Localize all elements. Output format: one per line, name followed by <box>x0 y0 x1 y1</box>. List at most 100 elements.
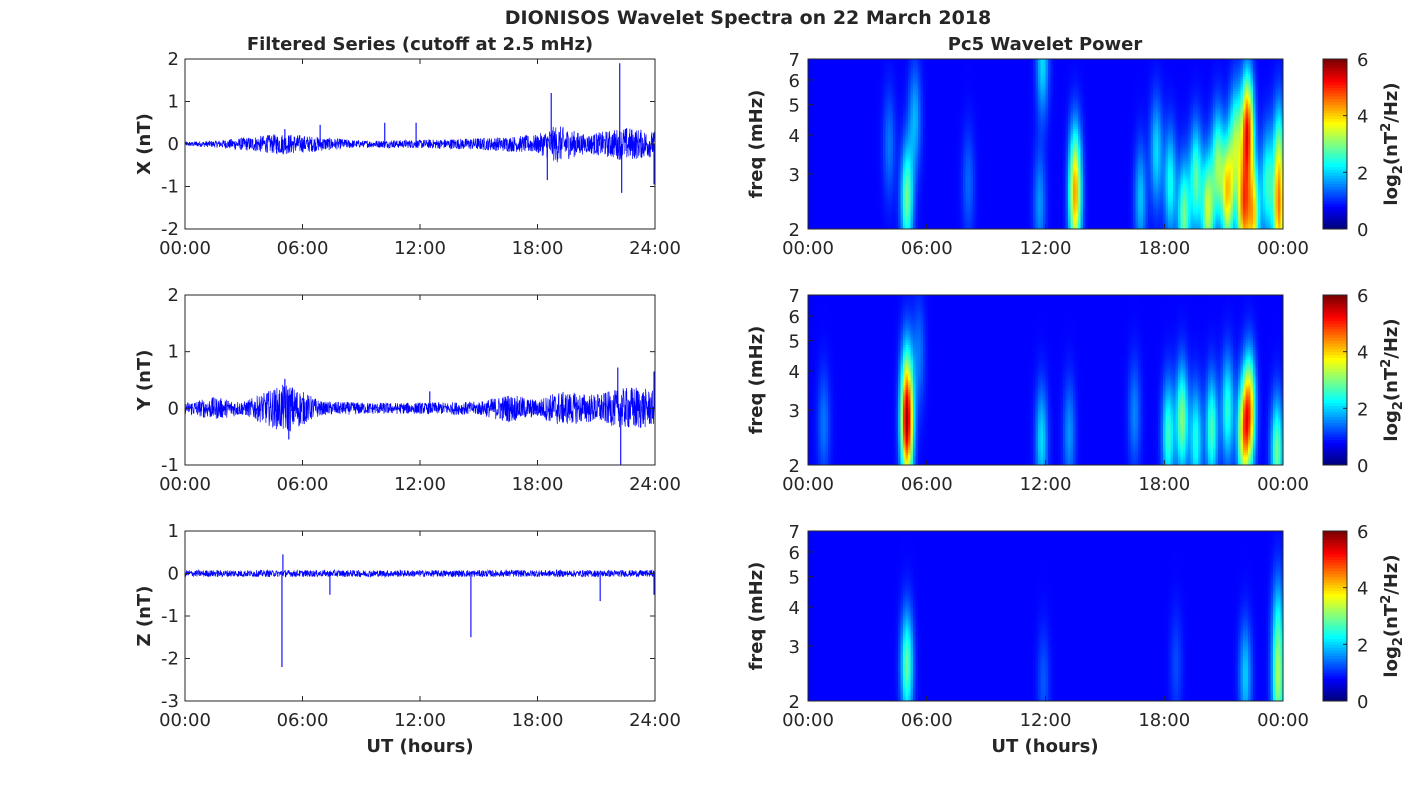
power-cell <box>1130 84 1134 87</box>
power-cell <box>1023 66 1026 70</box>
power-cell <box>1053 61 1056 65</box>
power-cell <box>813 121 816 125</box>
power-cell <box>818 86 821 90</box>
power-cell <box>1070 106 1074 110</box>
power-cell <box>965 59 969 62</box>
power-cell <box>1073 86 1076 90</box>
power-cell <box>1008 61 1011 65</box>
power-cell <box>1208 86 1211 90</box>
power-cell <box>940 94 944 97</box>
power-cell <box>945 64 949 67</box>
power-cell <box>1075 89 1079 92</box>
power-cell <box>833 69 836 72</box>
power-cell <box>985 116 989 120</box>
power-cell <box>813 116 816 120</box>
power-cell <box>978 81 981 85</box>
power-cell <box>1105 69 1109 72</box>
power-cell <box>903 99 906 102</box>
power-cell <box>1188 71 1191 75</box>
power-cell <box>865 104 869 107</box>
power-cell <box>1240 91 1244 95</box>
power-cell <box>1138 76 1141 80</box>
power-cell <box>1245 106 1249 110</box>
power-cell <box>1180 109 1184 112</box>
power-cell <box>1200 104 1204 107</box>
power-cell <box>1078 109 1081 112</box>
power-cell <box>1005 119 1009 122</box>
power-cell <box>830 59 834 62</box>
power-cell <box>1215 84 1219 87</box>
power-cell <box>1003 76 1006 80</box>
power-cell <box>1115 64 1119 67</box>
power-cell <box>870 86 874 90</box>
power-cell <box>923 89 926 92</box>
power-cell <box>1123 59 1126 62</box>
power-cell <box>1203 111 1206 115</box>
power-cell <box>1185 119 1189 122</box>
power-cell <box>983 116 986 120</box>
power-cell <box>1065 96 1069 100</box>
power-cell <box>1180 91 1184 95</box>
power-cell <box>1075 64 1079 67</box>
power-cell <box>1023 106 1026 110</box>
power-cell <box>935 101 939 105</box>
power-cell <box>1013 119 1016 122</box>
xtick-label: 06:00 <box>277 710 329 731</box>
power-cell <box>1118 86 1121 90</box>
power-cell <box>975 116 979 120</box>
power-cell <box>1018 99 1021 102</box>
power-cell <box>1208 59 1211 62</box>
power-cell <box>880 91 884 95</box>
power-cell <box>1095 64 1099 67</box>
power-cell <box>970 59 974 62</box>
power-cell <box>828 59 831 62</box>
power-cell <box>993 84 996 87</box>
power-cell <box>880 89 884 92</box>
xtick-label: 24:00 <box>629 474 681 495</box>
power-cell <box>1060 69 1064 72</box>
power-cell <box>1215 91 1219 95</box>
power-cell <box>818 91 821 95</box>
power-cell <box>1158 116 1161 120</box>
power-cell <box>888 69 891 72</box>
power-cell <box>930 91 934 95</box>
power-cell <box>1273 69 1276 72</box>
power-cell <box>905 69 909 72</box>
power-cell <box>1158 66 1161 70</box>
power-cell <box>1173 86 1176 90</box>
power-cell <box>1010 64 1014 67</box>
power-cell <box>1095 119 1099 122</box>
power-cell <box>1023 94 1026 97</box>
power-cell <box>1205 84 1209 87</box>
power-cell <box>988 114 991 117</box>
power-cell <box>868 104 871 107</box>
power-cell <box>865 114 869 117</box>
power-cell <box>848 119 851 122</box>
power-cell <box>1240 69 1244 72</box>
power-cell <box>1125 61 1129 65</box>
power-cell <box>830 104 834 107</box>
power-cell <box>988 119 991 122</box>
power-cell <box>1083 74 1086 77</box>
power-cell <box>1210 64 1214 67</box>
power-cell <box>1205 99 1209 102</box>
power-cell <box>825 96 829 100</box>
power-cell <box>1245 91 1249 95</box>
power-cell <box>1115 89 1119 92</box>
power-cell <box>838 109 841 112</box>
power-cell <box>1195 89 1199 92</box>
power-cell <box>1248 84 1251 87</box>
power-cell <box>1010 101 1014 105</box>
power-cell <box>1240 119 1244 122</box>
power-cell <box>1008 114 1011 117</box>
power-cell <box>968 74 971 77</box>
power-cell <box>815 74 819 77</box>
power-cell <box>1170 106 1174 110</box>
power-cell <box>915 71 919 75</box>
power-cell <box>925 86 929 90</box>
power-cell <box>1135 119 1139 122</box>
power-cell <box>1230 99 1234 102</box>
power-cell <box>1165 119 1169 122</box>
power-cell <box>870 69 874 72</box>
power-cell <box>1243 71 1246 75</box>
